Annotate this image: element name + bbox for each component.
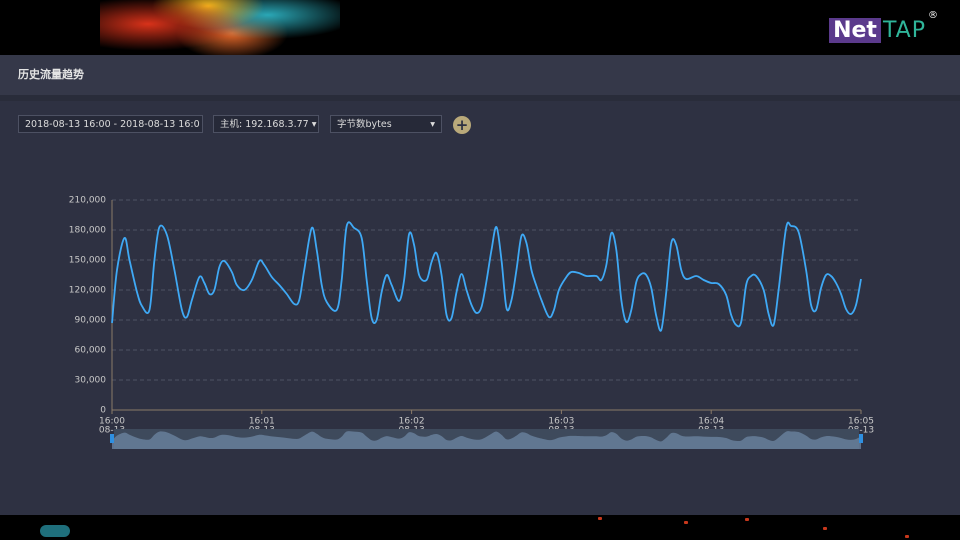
y-tick-label: 210,000 — [69, 196, 106, 206]
ember — [745, 518, 749, 521]
x-tick-label: 16:03 — [548, 417, 574, 427]
x-tick-label: 16:04 — [698, 417, 724, 427]
date-range-text: 2018-08-13 16:00 - 2018-08-13 16:0 — [25, 119, 200, 130]
y-tick-label: 90,000 — [75, 316, 107, 326]
logo-mark: ® — [928, 10, 938, 21]
logo: Net TAP ® — [829, 10, 938, 43]
host-text: 主机: 192.168.3.77 — [220, 119, 309, 130]
host-select[interactable]: 主机: 192.168.3.77 ▾ — [213, 115, 319, 133]
banner: Net TAP ® — [0, 0, 960, 55]
ember — [905, 535, 909, 538]
logo-tap: TAP — [882, 18, 926, 43]
y-tick-label: 120,000 — [69, 286, 106, 296]
footer-art — [0, 515, 960, 540]
x-tick-label: 16:02 — [399, 417, 425, 427]
y-tick-label: 0 — [100, 406, 106, 416]
data-line — [111, 221, 862, 332]
ember — [684, 521, 688, 524]
x-tick-date: 08-13 — [99, 426, 125, 436]
y-tick-label: 60,000 — [75, 346, 107, 356]
ember — [598, 517, 602, 520]
logo-net: Net — [829, 18, 881, 43]
banner-art — [100, 0, 340, 55]
y-tick-label: 150,000 — [69, 256, 106, 266]
metric-text: 字节数bytes — [337, 119, 392, 130]
ember — [823, 527, 827, 530]
y-tick-label: 30,000 — [75, 376, 107, 386]
x-tick-label: 16:05 — [848, 417, 874, 427]
x-tick-date: 08-13 — [848, 426, 874, 436]
x-tick-label: 16:00 — [99, 417, 125, 427]
panel-title: 历史流量趋势 — [0, 55, 960, 101]
zoom-handle — [110, 434, 114, 443]
metric-select[interactable]: 字节数bytes ▾ — [330, 115, 442, 133]
y-tick-label: 180,000 — [69, 226, 106, 236]
zoom-handle — [859, 434, 863, 443]
x-tick-label: 16:01 — [249, 417, 275, 427]
zoom-area — [112, 431, 861, 449]
ember — [40, 525, 70, 537]
add-button[interactable]: + — [453, 116, 471, 134]
date-range-input[interactable]: 2018-08-13 16:00 - 2018-08-13 16:0 — [18, 115, 203, 133]
